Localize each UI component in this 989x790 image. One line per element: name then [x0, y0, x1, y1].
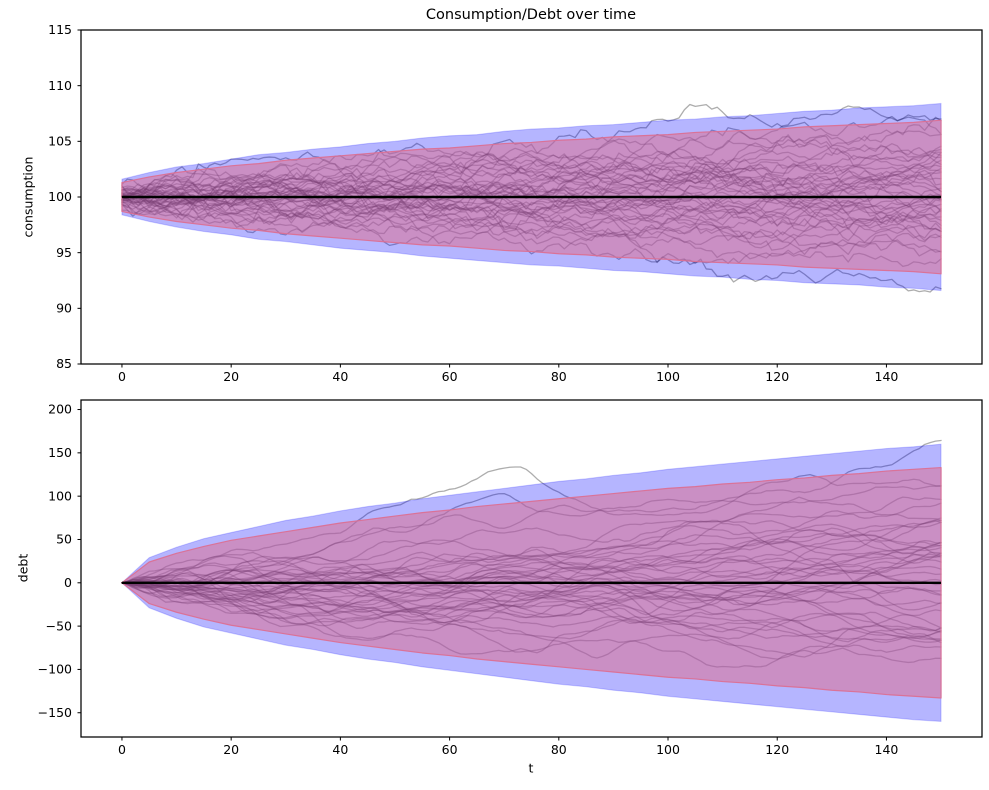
y-tick-label: −50	[46, 618, 72, 633]
x-tick-label: 80	[551, 369, 567, 384]
x-tick-label: 60	[442, 369, 458, 384]
y-tick-label: −100	[38, 662, 72, 677]
y-tick-label: 100	[48, 488, 72, 503]
debt-axis-label: debt	[15, 553, 31, 583]
debt-chart: 0 20 40 60 80 100 120 140 −150 −100 −50 0 50 100 150 20…	[38, 399, 983, 757]
x-tick-label: 80	[551, 742, 567, 757]
x-tick-label: 120	[765, 742, 789, 757]
plot-area	[121, 102, 942, 293]
x-tick-label: 0	[118, 369, 126, 384]
y-tick-label: 200	[48, 402, 72, 417]
y-tick-label: 85	[56, 356, 72, 371]
y-tick-label: 95	[56, 245, 72, 260]
y-tick-label: 100	[48, 189, 72, 204]
x-tick-label: 100	[656, 369, 680, 384]
plot-area	[121, 439, 942, 722]
x-tick-label: 40	[332, 369, 348, 384]
x-tick-label: 120	[765, 369, 789, 384]
x-tick-label: 140	[875, 369, 899, 384]
x-tick-label: 100	[656, 742, 680, 757]
y-tick-label: 105	[48, 134, 72, 149]
y-tick-label: 115	[48, 22, 72, 37]
figure-title: Consumption/Debt over time	[425, 7, 637, 23]
y-tick-label: −150	[38, 705, 72, 720]
x-tick-label: 20	[223, 742, 239, 757]
y-tick-label: 150	[48, 445, 72, 460]
x-tick-label: 60	[442, 742, 458, 757]
y-tick-label: 90	[56, 301, 72, 316]
x-tick-label: 40	[332, 742, 348, 757]
x-tick-label: 0	[118, 742, 126, 757]
y-tick-label: 110	[48, 78, 72, 93]
consumption-axis-label: consumption	[20, 156, 36, 238]
plot-area-border	[80, 399, 983, 738]
time-axis-label: t	[528, 760, 534, 776]
x-tick-label: 140	[875, 742, 899, 757]
axes: 0 20 40 60 80 100 120 140 85 90 95 100 105 110 115	[48, 22, 983, 384]
x-tick-label: 20	[223, 369, 239, 384]
y-tick-label: 0	[64, 575, 72, 590]
axes: 0 20 40 60 80 100 120 140 −150 −100 −50 0 50 100 150 20…	[38, 399, 983, 757]
consumption-chart: 0 20 40 60 80 100 120 140 85 90 95 100 105 110 115	[48, 22, 983, 384]
y-tick-label: 50	[56, 532, 72, 547]
